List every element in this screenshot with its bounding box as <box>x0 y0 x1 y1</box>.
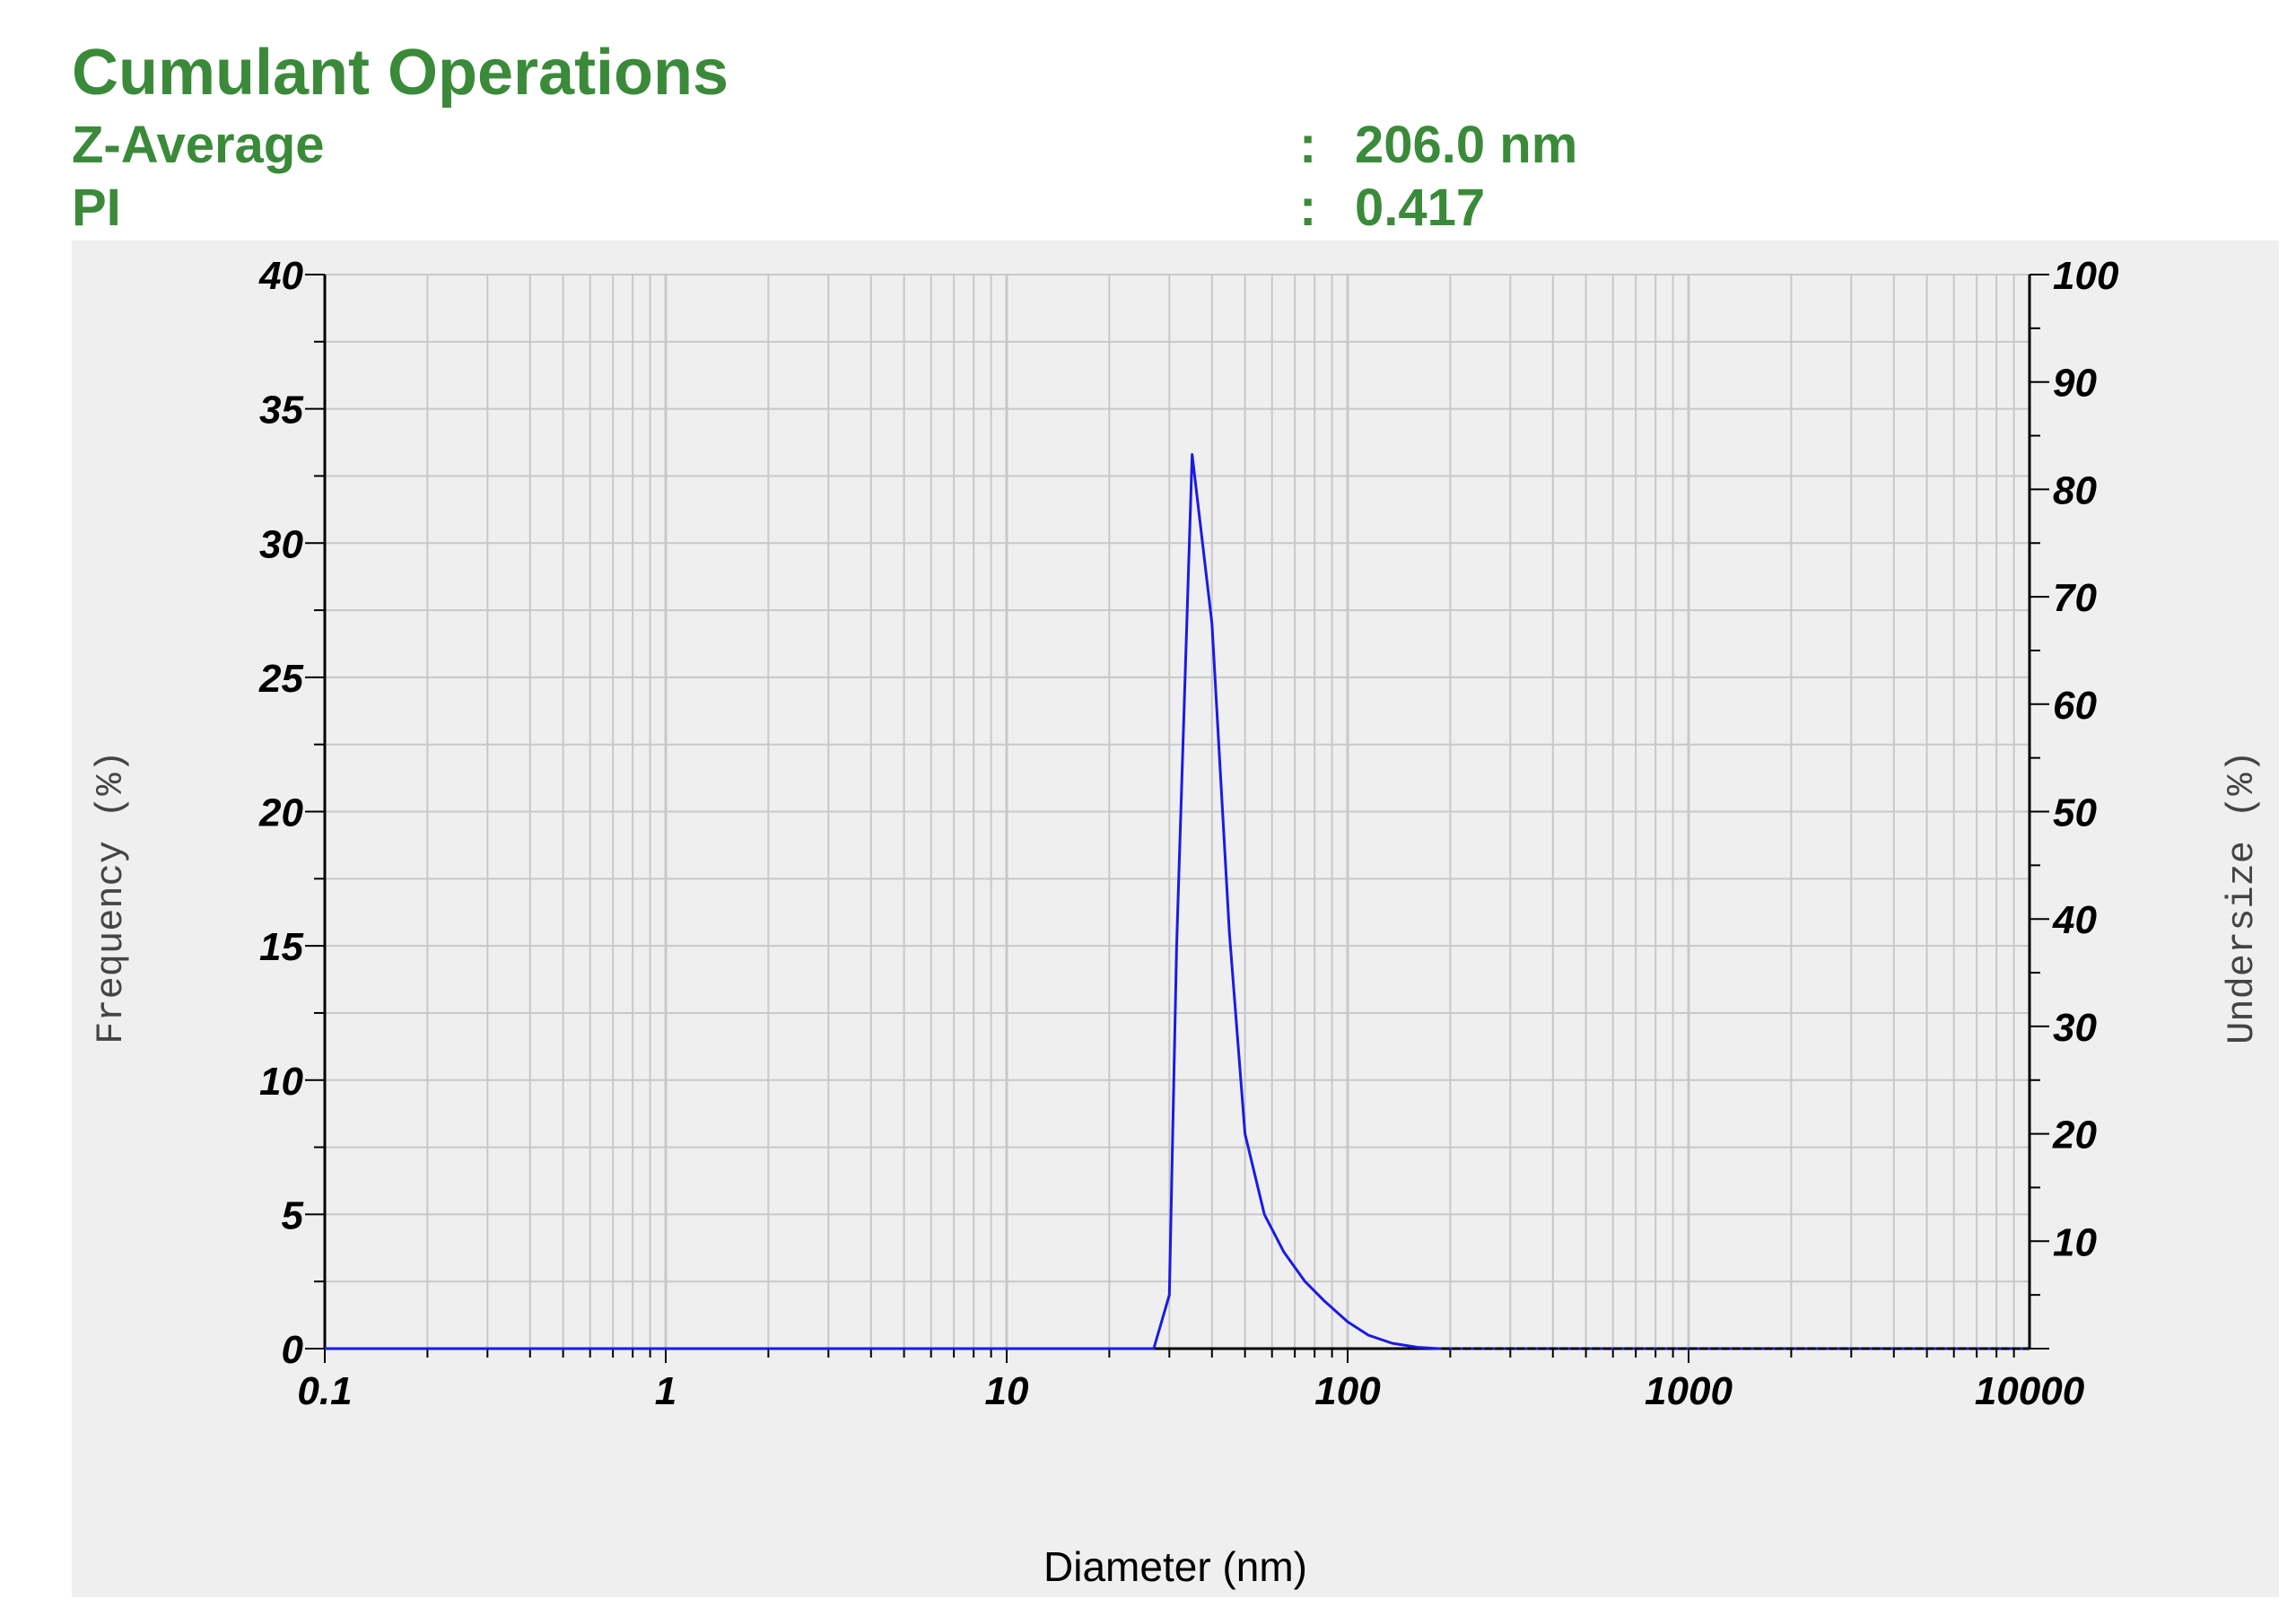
series-line <box>325 453 1439 1350</box>
x-tick-label: 1 <box>655 1369 677 1413</box>
y-right-tick-label: 70 <box>2053 576 2097 620</box>
y-left-tick-label: 35 <box>259 389 303 432</box>
series-layer <box>325 453 2030 1350</box>
z-average-label: Z-Average <box>72 116 325 174</box>
x-tick-label: 100 <box>1314 1369 1381 1413</box>
y-right-tick-label: 90 <box>2053 362 2097 406</box>
y-left-tick-label: 15 <box>259 925 303 969</box>
y-left-tick-label: 0 <box>282 1328 304 1372</box>
x-tick-label: 10000 <box>1975 1369 2085 1413</box>
y-right-tick-label: 100 <box>2053 254 2119 298</box>
y-right-tick-label: 10 <box>2053 1220 2097 1264</box>
y-left-axis-title: Frequency (%) <box>90 750 133 1044</box>
y-right-axis-title: Undersize (%) <box>2221 750 2264 1044</box>
plot-panel <box>72 240 2279 1597</box>
y-right-tick-label: 30 <box>2053 1006 2097 1050</box>
z-average-colon: : <box>1299 116 1317 174</box>
tick-labels: 0.1 1 10 100 1000 10000 0 5 10 15 20 25 30 35 40 10 20 30… <box>258 254 2119 1413</box>
y-left-tick-label: 10 <box>259 1060 303 1104</box>
y-right-tick-label: 20 <box>2052 1114 2097 1157</box>
x-tick-label: 10 <box>985 1369 1029 1413</box>
pi-value: 0.417 <box>1355 179 1486 237</box>
x-axis-title: Diameter (nm) <box>1043 1543 1307 1590</box>
y-left-tick-label: 5 <box>282 1193 304 1237</box>
y-right-tick-label: 40 <box>2052 898 2097 942</box>
y-right-tick-label: 60 <box>2053 684 2097 728</box>
y-right-tick-label: 50 <box>2053 791 2097 835</box>
x-tick-label: 1000 <box>1645 1369 1733 1413</box>
y-left-tick-label: 40 <box>258 254 303 298</box>
y-right-tick-label: 80 <box>2053 468 2097 512</box>
y-left-tick-label: 30 <box>259 522 303 566</box>
chart-heading: Cumulant Operations <box>72 37 729 109</box>
z-average-value: 206.0 nm <box>1355 115 1577 175</box>
z-average-unit: nm <box>1499 116 1578 174</box>
grid-lines <box>323 274 2031 1350</box>
z-average-number: 206.0 <box>1355 116 1486 174</box>
y-left-tick-label: 20 <box>258 791 303 835</box>
pi-colon: : <box>1299 179 1317 237</box>
x-tick-label: 0.1 <box>297 1369 352 1413</box>
y-left-tick-label: 25 <box>258 657 303 701</box>
pi-label: PI <box>72 179 121 237</box>
